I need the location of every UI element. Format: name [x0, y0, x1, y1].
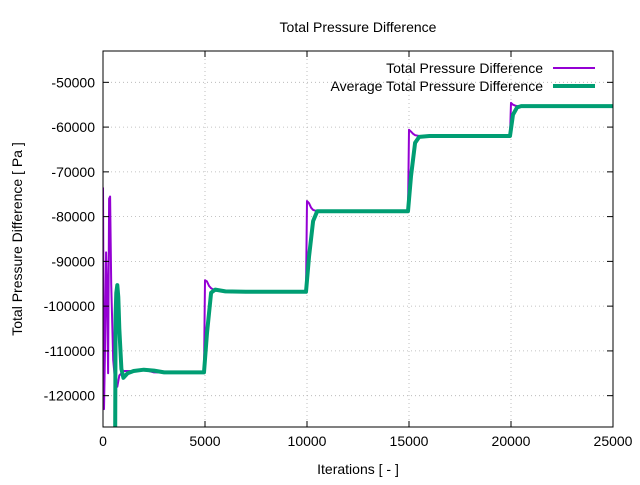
x-tick-label: 15000	[390, 433, 429, 449]
series-layer	[103, 101, 613, 427]
y-tick-label: -100000	[44, 298, 96, 314]
y-tick-label: -60000	[51, 119, 95, 135]
x-tick-label: 25000	[594, 433, 633, 449]
x-tick-label: 20000	[492, 433, 531, 449]
y-tick-label: -70000	[51, 164, 95, 180]
y-tick-label: -110000	[45, 343, 96, 359]
chart-title: Total Pressure Difference	[280, 19, 437, 35]
y-tick-label: -50000	[51, 74, 95, 90]
legend: Total Pressure Difference Average Total P…	[331, 60, 595, 94]
y-axis-label: Total Pressure Difference [ Pa ]	[9, 142, 25, 336]
x-tick-label: 0	[99, 433, 107, 449]
series-line-2	[113, 104, 613, 427]
x-axis-label: Iterations [ - ]	[317, 461, 399, 477]
legend-label: Total Pressure Difference	[386, 60, 543, 76]
grid	[103, 51, 613, 427]
plot-frame	[102, 50, 614, 428]
y-tick-label: -80000	[51, 209, 95, 225]
axis-ticks: 0 5000 10000 15000 20000 25000 -120000 -110000 -…	[44, 51, 633, 449]
x-tick-label: 10000	[288, 433, 327, 449]
y-tick-label: -90000	[51, 253, 95, 269]
x-tick-label: 5000	[189, 433, 220, 449]
y-tick-label: -120000	[44, 388, 96, 404]
legend-label: Average Total Pressure Difference	[331, 78, 544, 94]
